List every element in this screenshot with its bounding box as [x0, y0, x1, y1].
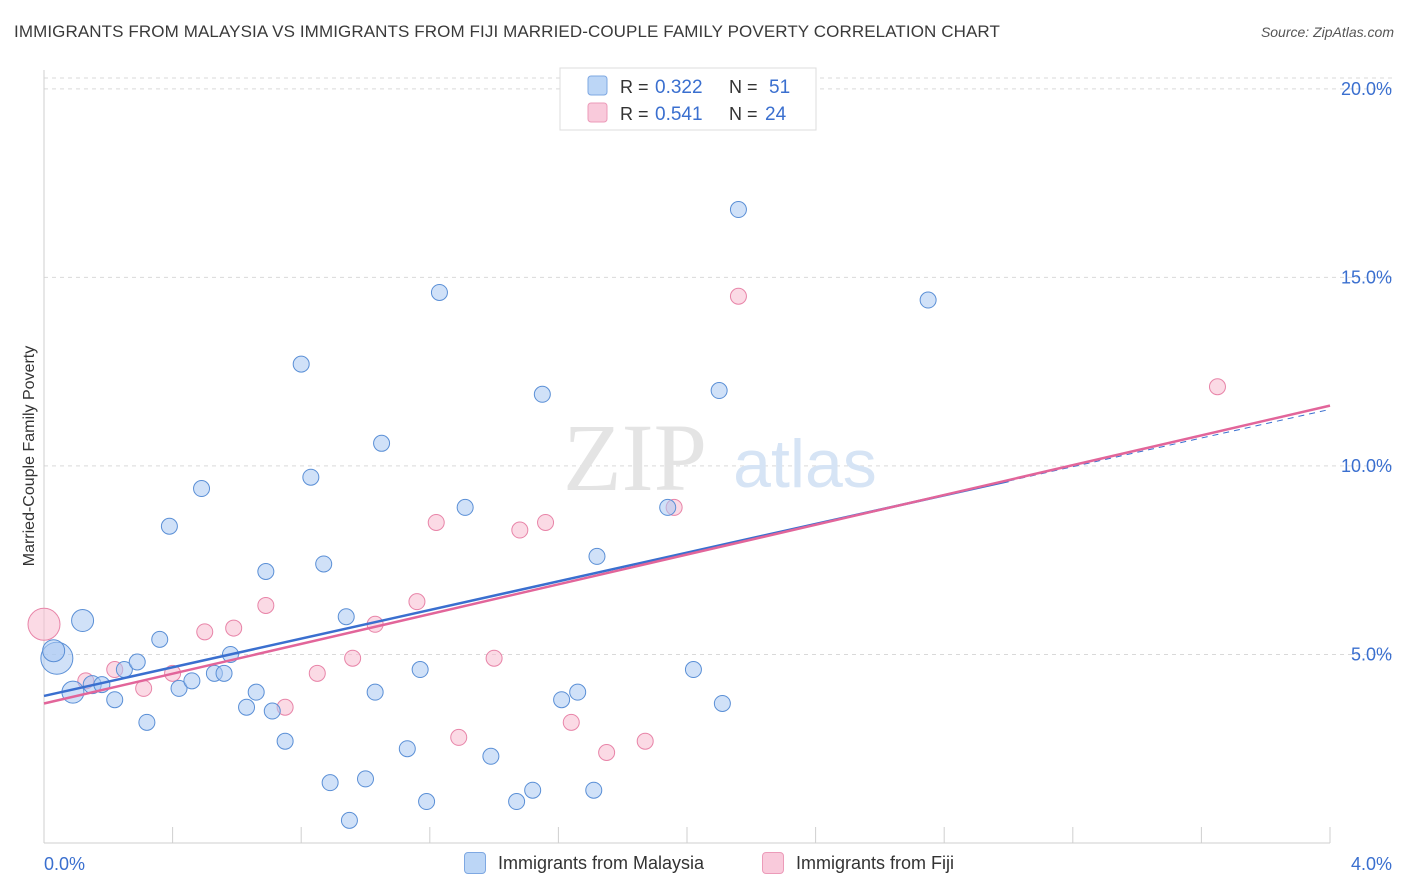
- trend-line-malaysia-extension: [1008, 408, 1331, 482]
- legend-label-fiji: Immigrants from Fiji: [796, 852, 955, 873]
- legend-n-label-fiji: N =: [729, 104, 758, 124]
- x-tick-label-max: 4.0%: [1351, 854, 1392, 874]
- malaysia-point-23: [292, 355, 310, 373]
- fiji-point-23: [1208, 378, 1226, 396]
- trend-line-fiji: [43, 404, 1331, 705]
- malaysia-point-14: [193, 480, 211, 498]
- malaysia-point-32: [398, 740, 416, 758]
- malaysia-point-40: [533, 385, 551, 403]
- malaysia-point-10: [151, 630, 169, 648]
- watermark-zip: ZIP: [563, 404, 707, 511]
- malaysia-point-19: [247, 683, 265, 701]
- malaysia-point-49: [729, 201, 747, 219]
- malaysia-point-6: [106, 691, 124, 709]
- malaysia-point-50: [919, 291, 937, 309]
- malaysia-point-42: [569, 683, 587, 701]
- malaysia-point-38: [508, 793, 526, 811]
- malaysia-point-2: [71, 609, 95, 633]
- malaysia-point-1: [42, 639, 66, 663]
- tick-labels: 5.0% 10.0% 15.0% 20.0% 0.0% 4.0%: [44, 79, 1392, 874]
- malaysia-point-47: [713, 694, 731, 712]
- malaysia-point-41: [553, 691, 571, 709]
- malaysia-point-8: [128, 653, 146, 671]
- y-tick-label-5: 5.0%: [1351, 644, 1392, 664]
- malaysia-point-26: [321, 774, 339, 792]
- chart-title: IMMIGRANTS FROM MALAYSIA VS IMMIGRANTS F…: [14, 22, 1000, 41]
- malaysia-point-46: [684, 661, 702, 679]
- fiji-point-10: [344, 649, 362, 667]
- trend-lines: [43, 404, 1331, 705]
- malaysia-point-9: [138, 713, 156, 731]
- malaysia-point-35: [430, 283, 448, 301]
- gridlines: [44, 77, 1392, 655]
- y-tick-label-20: 20.0%: [1341, 79, 1392, 99]
- y-tick-label-10: 10.0%: [1341, 456, 1392, 476]
- series-fiji-points: [27, 287, 1226, 762]
- legend-n-value-fiji: 24: [765, 104, 787, 125]
- malaysia-point-30: [366, 683, 384, 701]
- malaysia-point-11: [160, 517, 178, 535]
- fiji-point-16: [511, 521, 529, 539]
- malaysia-point-48: [710, 382, 728, 400]
- legend-stats: R = 0.322 N = 51 R = 0.541 N = 24: [559, 67, 817, 131]
- legend-item-fiji: Immigrants from Fiji: [762, 852, 954, 874]
- legend-r-label-fiji: R =: [620, 104, 649, 124]
- legend-n-value-malaysia: 51: [769, 77, 790, 98]
- malaysia-point-27: [337, 608, 355, 626]
- legend-item-malaysia: Immigrants from Malaysia: [464, 852, 704, 874]
- fiji-point-5: [196, 623, 214, 641]
- malaysia-point-12: [170, 679, 188, 697]
- source-label: Source: ZipAtlas.com: [1260, 24, 1394, 40]
- malaysia-point-20: [257, 563, 275, 581]
- legend-r-value-fiji: 0.541: [655, 104, 703, 125]
- series-malaysia-points: [40, 201, 937, 829]
- malaysia-point-13: [183, 672, 201, 690]
- legend-swatch-malaysia: [587, 75, 608, 96]
- malaysia-point-18: [238, 698, 256, 716]
- fiji-point-14: [450, 728, 468, 746]
- fiji-point-6: [225, 619, 243, 637]
- malaysia-point-16: [215, 664, 233, 682]
- malaysia-point-31: [373, 434, 391, 452]
- malaysia-point-21: [263, 702, 281, 720]
- fiji-point-0: [27, 607, 61, 641]
- fiji-point-22: [729, 287, 747, 305]
- legend-swatch-fiji: [587, 102, 608, 123]
- malaysia-point-43: [585, 781, 603, 799]
- watermark: ZIP atlas: [563, 404, 877, 511]
- malaysia-point-39: [524, 781, 542, 799]
- y-tick-label-15: 15.0%: [1341, 267, 1392, 287]
- legend-label-malaysia: Immigrants from Malaysia: [498, 852, 705, 873]
- malaysia-point-34: [418, 793, 436, 811]
- malaysia-point-37: [482, 747, 500, 765]
- watermark-atlas: atlas: [733, 426, 877, 502]
- malaysia-point-22: [276, 732, 294, 750]
- legend-r-value-malaysia: 0.322: [655, 77, 703, 98]
- fiji-point-17: [537, 513, 555, 531]
- malaysia-point-29: [357, 770, 374, 788]
- fiji-point-7: [257, 596, 275, 614]
- malaysia-point-45: [659, 498, 677, 516]
- malaysia-point-25: [315, 555, 333, 573]
- malaysia-point-33: [411, 661, 429, 679]
- legend-bottom: Immigrants from Malaysia Immigrants from…: [0, 852, 1406, 878]
- malaysia-point-24: [302, 468, 320, 486]
- malaysia-point-28: [340, 811, 358, 829]
- fiji-point-15: [485, 649, 503, 667]
- axes: [43, 70, 1331, 844]
- fiji-point-20: [636, 732, 654, 750]
- x-tick-label-min: 0.0%: [44, 854, 85, 874]
- legend-swatch-malaysia-bottom: [464, 852, 486, 874]
- fiji-point-19: [598, 744, 616, 762]
- fiji-point-18: [562, 713, 580, 731]
- malaysia-point-36: [456, 498, 474, 516]
- legend-n-label-malaysia: N =: [729, 77, 758, 97]
- legend-r-label-malaysia: R =: [620, 77, 649, 97]
- fiji-point-13: [427, 513, 445, 531]
- legend-swatch-fiji-bottom: [762, 852, 784, 874]
- malaysia-point-44: [588, 547, 606, 565]
- fiji-point-12: [408, 593, 426, 611]
- fiji-point-9: [308, 664, 326, 682]
